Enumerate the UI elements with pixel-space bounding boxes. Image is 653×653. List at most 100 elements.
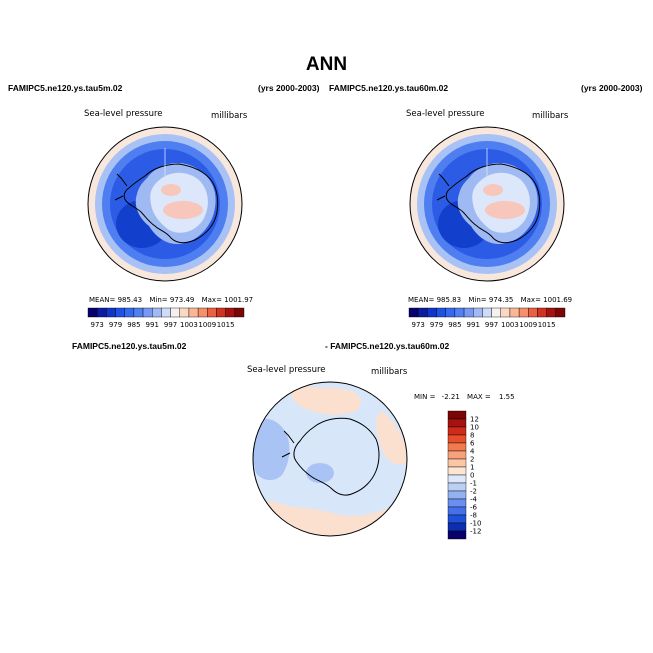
colorbar-box [179, 307, 190, 318]
map-high-center [161, 184, 181, 196]
colorbar-tick-label: 1015 [538, 321, 556, 329]
colorbar-box [234, 307, 245, 318]
difference-polar-map [252, 381, 408, 537]
colorbar-box [197, 307, 208, 318]
colorbar-tick-label: 0 [470, 472, 474, 480]
colorbar-box [518, 307, 529, 318]
colorbar-tick-label: 1003 [180, 321, 198, 329]
colorbar-box [87, 307, 98, 318]
colorbar-tick-label: -1 [470, 480, 477, 488]
diff-units-label: millibars [371, 367, 408, 377]
colorbar-box [447, 474, 467, 484]
colorbar-box [417, 307, 428, 318]
panel-2-variable-label: Sea-level pressure [406, 109, 485, 119]
colorbar-box [170, 307, 180, 318]
colorbar-box [445, 307, 456, 318]
map-high [163, 201, 203, 219]
map-border [409, 126, 565, 282]
max-value: 1001.69 [543, 296, 573, 304]
colorbar-box [447, 450, 467, 460]
mean-label: MEAN= [408, 296, 435, 304]
colorbar-tick-label: 991 [146, 321, 159, 329]
colorbar-box [447, 426, 467, 436]
colorbar-box [142, 307, 153, 318]
colorbar-tick-label: -12 [470, 528, 481, 536]
colorbar-tick-label: 10 [470, 424, 479, 432]
colorbar-box [447, 418, 467, 428]
min-value: 973.49 [169, 296, 195, 304]
colorbar-tick-label: 973 [90, 321, 103, 329]
mean-value: 985.43 [117, 296, 143, 304]
colorbar-tick-label: 997 [485, 321, 498, 329]
min-label: Min= [468, 296, 487, 304]
colorbar-box [528, 307, 538, 318]
colorbar-tick-label: 979 [430, 321, 443, 329]
colorbar-box [447, 458, 467, 468]
colorbar-tick-label: -6 [470, 504, 478, 512]
colorbar-box [152, 307, 162, 318]
diff-max-value: 1.55 [498, 393, 515, 401]
colorbar-box [408, 307, 419, 318]
diff-case-b: - FAMIPC5.ne120.ys.tau60m.02 [325, 341, 450, 351]
colorbar-box [447, 522, 467, 532]
max-label: Max= [520, 296, 541, 304]
map-coastline [436, 163, 541, 244]
colorbar-tick-label: 985 [448, 321, 461, 329]
colorbar-box [447, 498, 467, 508]
colorbar-tick-label: 1015 [217, 321, 235, 329]
colorbar-tick-label: 1 [470, 464, 474, 472]
colorbar-box [436, 307, 446, 318]
diff-stats: MIN = -2.21 MAX = 1.55 [414, 393, 515, 401]
colorbar-tick-label: 973 [411, 321, 424, 329]
colorbar-tick-label: 6 [470, 440, 475, 448]
colorbar-box [115, 307, 125, 318]
colorbar-tick-label: 8 [470, 432, 474, 440]
panel-1-stats: MEAN= 985.43 Min= 973.49 Max= 1001.97 [89, 296, 253, 304]
colorbar-tick-label: -8 [470, 512, 477, 520]
colorbar-box [447, 530, 467, 540]
max-value: 1001.97 [224, 296, 254, 304]
colorbar-box [225, 307, 236, 318]
panel-1-years: (yrs 2000-2003) [258, 83, 320, 93]
colorbar-box [124, 307, 135, 318]
colorbar-box [427, 307, 437, 318]
diff-blue-center [306, 463, 334, 483]
colorbar-tick-label: 985 [127, 321, 140, 329]
colorbar-tick-label: -10 [470, 520, 481, 528]
colorbar-box [447, 442, 467, 452]
colorbar-box [482, 307, 492, 318]
panel-1-variable-label: Sea-level pressure [84, 109, 163, 119]
diff-coastline [281, 417, 380, 496]
diff-variable-label: Sea-level pressure [247, 365, 326, 375]
map-border [87, 126, 243, 282]
colorbar-box [96, 307, 107, 318]
panel-2-units-label: millibars [532, 111, 569, 121]
mean-label: MEAN= [89, 296, 116, 304]
panel-2-colorbar: 973 979 985 991 997 1003 1009 1015 [408, 307, 566, 329]
colorbar-box [463, 307, 474, 318]
page-title: ANN [305, 54, 348, 75]
min-value: 974.35 [488, 296, 514, 304]
colorbar-box [447, 490, 467, 500]
colorbar-tick-label: 991 [467, 321, 480, 329]
colorbar-box [500, 307, 511, 318]
panel-1-units-label: millibars [211, 111, 248, 121]
colorbar-tick-label: -2 [470, 488, 477, 496]
colorbar-box [447, 434, 467, 444]
colorbar-box [447, 514, 467, 524]
colorbar-box [447, 466, 467, 476]
diff-min-value: -2.21 [441, 393, 460, 401]
panel-2-polar-map [409, 126, 565, 282]
colorbar-box [106, 307, 116, 318]
colorbar-tick-label: 12 [470, 416, 479, 424]
diff-min-label: MIN = [414, 393, 436, 401]
panel-2-stats: MEAN= 985.83 Min= 974.35 Max= 1001.69 [408, 296, 572, 304]
map-border [252, 381, 408, 537]
colorbar-box [447, 506, 467, 516]
diff-max-label: MAX = [467, 393, 491, 401]
min-label: Min= [149, 296, 168, 304]
colorbar-box [454, 307, 465, 318]
colorbar-tick-label: 1009 [519, 321, 537, 329]
